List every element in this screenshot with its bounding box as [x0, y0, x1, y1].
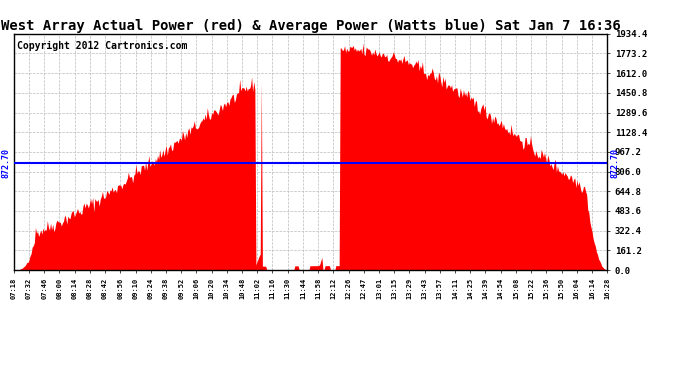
Text: 872.70: 872.70 — [2, 148, 11, 178]
Title: West Array Actual Power (red) & Average Power (Watts blue) Sat Jan 7 16:36: West Array Actual Power (red) & Average … — [1, 19, 620, 33]
Text: Copyright 2012 Cartronics.com: Copyright 2012 Cartronics.com — [17, 41, 187, 51]
Text: 872.70: 872.70 — [610, 148, 619, 178]
